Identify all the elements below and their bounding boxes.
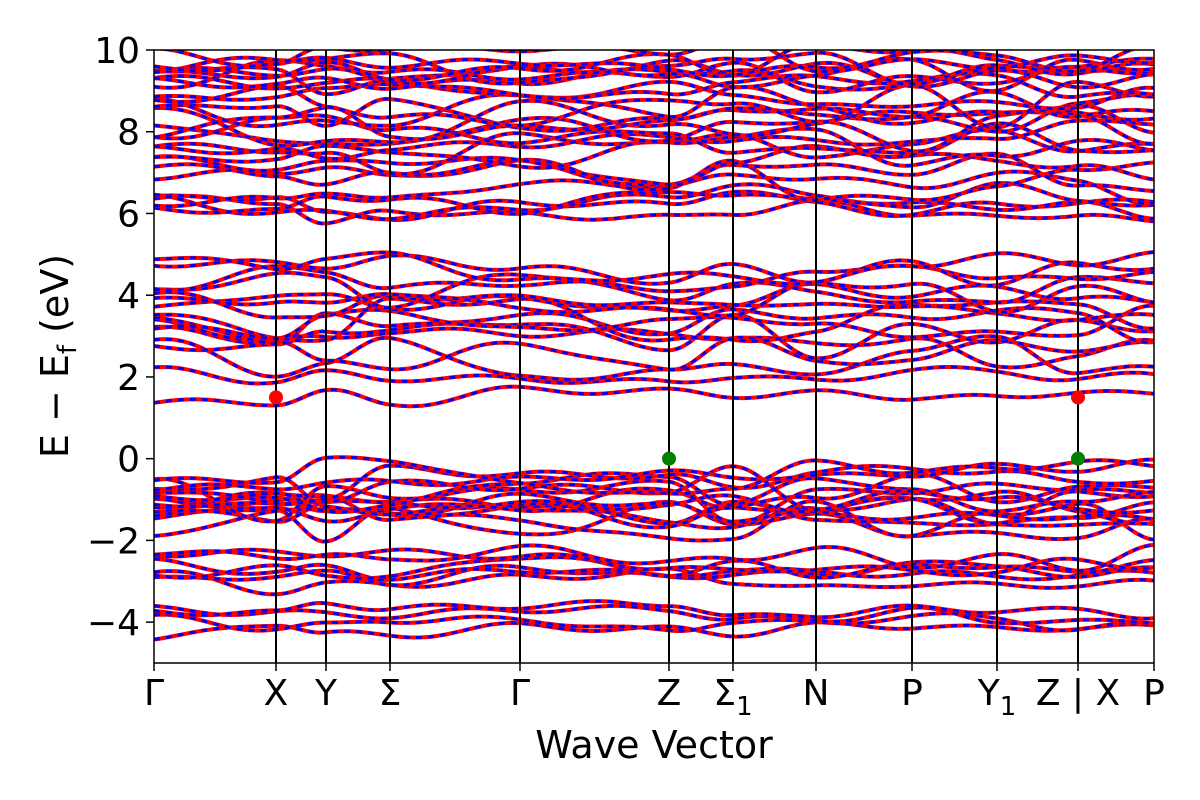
x-tick-label: Y1 <box>977 673 1017 722</box>
x-tick-label: Z <box>657 673 682 714</box>
band-line-red <box>154 280 1154 318</box>
y-axis-ticks: −4 −2 0 2 4 6 8 10 <box>87 31 154 644</box>
band-line-blue <box>154 99 1154 148</box>
band-line-red <box>154 334 1154 382</box>
x-tick-label: P <box>1143 673 1165 714</box>
x-tick-label: Σ1 <box>713 673 752 722</box>
extrema-markers <box>269 390 1085 466</box>
band-line-blue <box>154 611 1154 633</box>
y-tick-label: 8 <box>117 113 140 154</box>
y-tick-label: 10 <box>94 31 140 72</box>
band-line-red <box>154 71 1154 102</box>
band-line-blue <box>154 620 1154 641</box>
band-line-blue <box>154 604 1154 625</box>
band-line-blue <box>154 555 1154 580</box>
band-line-blue <box>154 490 1154 529</box>
x-axis-label: Wave Vector <box>535 723 773 767</box>
x-tick-label: Y <box>314 673 338 714</box>
band-line-red <box>154 476 1154 524</box>
cbm-marker <box>269 390 283 405</box>
band-line-blue <box>154 182 1154 221</box>
y-tick-label: 4 <box>117 276 140 317</box>
y-axis-label: E − Ef (eV) <box>33 254 83 458</box>
vbm-marker <box>1071 451 1085 466</box>
band-line-blue <box>154 170 1154 208</box>
band-line-blue <box>154 85 1154 135</box>
band-line-blue <box>154 489 1154 527</box>
band-line-blue <box>154 181 1154 216</box>
band-line-blue <box>154 74 1154 111</box>
x-tick-label: X <box>264 673 289 714</box>
x-tick-label: N <box>803 673 830 714</box>
band-line-blue <box>154 543 1154 573</box>
band-line-blue <box>154 253 1154 288</box>
y-tick-label: −4 <box>87 603 140 644</box>
band-line-blue <box>154 118 1154 161</box>
band-line-red <box>154 599 1154 621</box>
band-line-blue <box>154 144 1154 187</box>
x-axis-ticks: Γ X Y Σ Γ Z Σ1 N P Y1 Z | X P <box>144 663 1165 722</box>
vbm-marker <box>662 451 676 466</box>
band-line-blue <box>154 365 1154 386</box>
y-tick-label: 0 <box>117 440 140 481</box>
band-line-blue <box>154 385 1154 408</box>
band-line-blue <box>154 194 1154 226</box>
x-tick-label: Γ <box>144 673 164 714</box>
y-tick-label: 2 <box>117 358 140 399</box>
band-line-red <box>154 457 1154 493</box>
band-line-blue <box>154 250 1154 286</box>
band-line-blue <box>158 50 1135 78</box>
x-tick-label: Σ <box>379 673 402 714</box>
band-line-blue <box>154 455 1154 496</box>
band-line-blue <box>154 92 1154 141</box>
x-tick-label: Z | X <box>1036 673 1120 714</box>
band-line-blue <box>154 271 1154 310</box>
band-line-blue <box>154 264 1154 293</box>
band-line-blue <box>154 50 1154 74</box>
cbm-marker <box>1071 390 1085 405</box>
band-line-blue <box>154 109 1154 153</box>
band-line-blue <box>154 113 1154 156</box>
band-lines <box>154 50 1154 642</box>
y-tick-label: −2 <box>87 521 140 562</box>
plot-frame <box>153 49 1155 664</box>
band-line-blue <box>154 80 1154 129</box>
band-line-blue <box>154 290 1154 323</box>
y-tick-label: 6 <box>117 194 140 235</box>
x-tick-label: Γ <box>510 673 530 714</box>
band-line-blue <box>154 158 1154 202</box>
band-line-blue <box>154 57 1154 96</box>
band-line-blue <box>154 313 1154 360</box>
band-line-blue <box>154 325 1154 372</box>
band-line-red <box>154 463 1154 506</box>
x-tick-label: P <box>901 673 923 714</box>
kpoint-divider-lines <box>275 50 1079 663</box>
